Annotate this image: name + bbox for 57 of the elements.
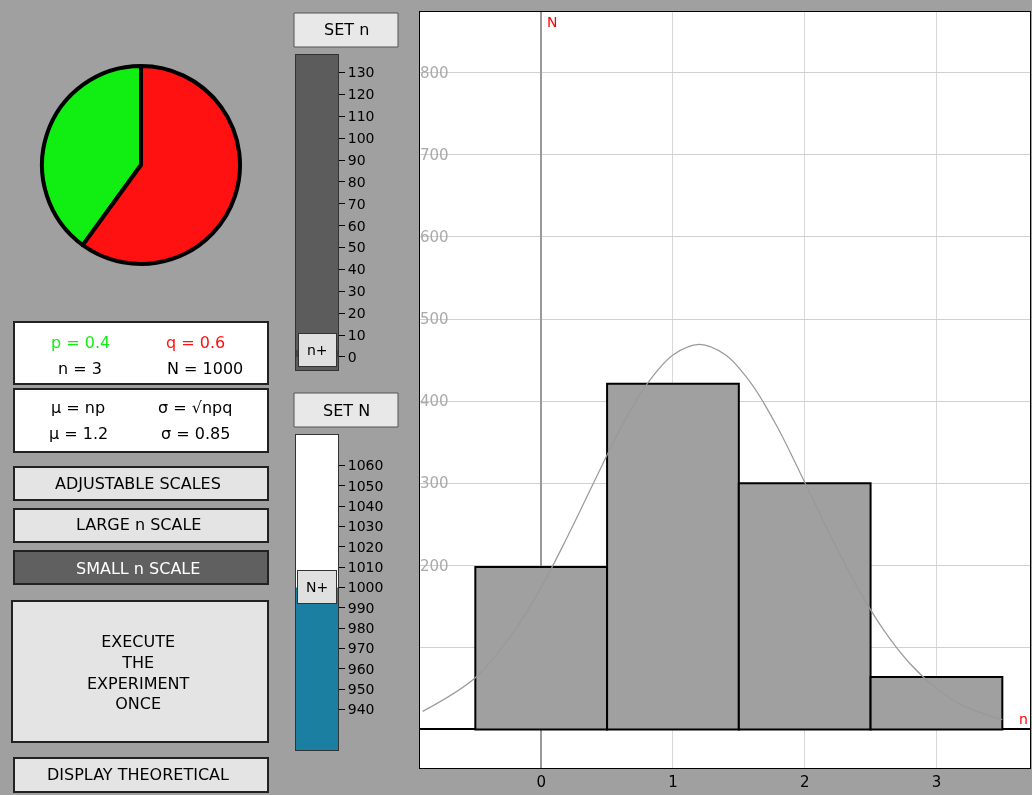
y-tick-label: 0 [347,348,357,365]
y-tick-label: 50 [347,239,366,256]
text: σ = 0.85 [161,424,231,443]
y-tick-label: 90 [347,151,366,168]
text: μ = np [51,398,106,417]
y-tick-label: 1060 [347,457,384,474]
y-tick-label: 100 [347,130,375,147]
y-tick-label: 600 [420,228,449,247]
y-tick-label: 1000 [347,579,384,596]
y-tick-label: 500 [420,310,449,329]
chart-title: SET n [324,20,370,39]
x-tick-label: 1 [668,773,678,791]
y-tick-label: 960 [347,660,375,677]
y-tick-label: 400 [420,392,449,411]
annotation: n+ [307,342,328,358]
x-tick-label: 3 [931,773,942,791]
chart-title: SET N [323,401,371,420]
annotation: N+ [306,579,329,595]
y-tick-label: 30 [347,283,366,300]
y-tick-label: 940 [347,701,375,718]
text: σ = √npq [158,398,233,417]
text: N = 1000 [167,359,244,378]
y-tick-label: 1050 [347,477,384,494]
y-tick-label: 1010 [347,559,384,575]
text: LARGE n SCALE [76,515,202,534]
y-tick-label: 990 [347,599,375,616]
y-tick-label: 300 [420,474,449,493]
y-tick-label: 120 [347,86,375,103]
x-tick-label: 2 [799,773,810,791]
y-tick-label: 40 [347,261,366,278]
y-tick-label: 800 [420,63,449,82]
text: q = 0.6 [166,333,226,352]
y-tick-label: 130 [347,64,375,81]
y-tick-label: 110 [347,108,375,125]
y-tick-label: 20 [347,305,366,322]
y-tick-label: 1020 [347,538,384,555]
text: μ = 1.2 [49,424,109,443]
text: n = 3 [58,359,102,378]
y-tick-label: 950 [347,680,375,697]
y-tick-label: 980 [347,619,375,636]
y-tick-label: 200 [420,556,449,575]
y-tick-label: 60 [347,217,366,234]
x-tick-label: 0 [536,773,546,791]
y-tick-label: 10 [347,326,366,343]
text: DISPLAY THEORETICAL [47,765,230,784]
text: EXECUTE THE EXPERIMENT ONCE [87,632,190,714]
text: SMALL n SCALE [76,559,201,578]
y-tick-label: 80 [347,173,366,190]
text: p = 0.4 [51,333,111,352]
text: ADJUSTABLE SCALES [55,474,221,493]
y-axis-title: N [547,14,558,30]
y-tick-label: 1030 [347,518,384,535]
x-axis-title: n [1019,711,1028,727]
y-tick-label: 970 [347,640,375,657]
y-tick-label: 70 [347,195,366,212]
y-tick-label: 1040 [347,498,384,515]
y-tick-label: 700 [420,146,449,165]
